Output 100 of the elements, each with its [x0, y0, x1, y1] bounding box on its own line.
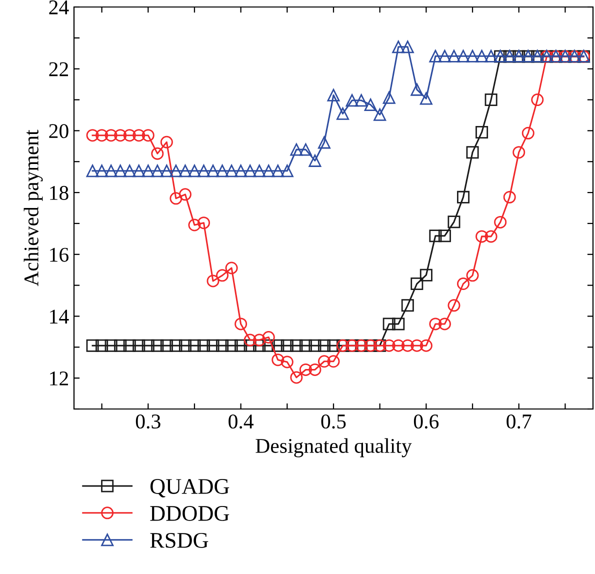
point: [96, 164, 108, 178]
point: [318, 339, 330, 352]
point: [476, 50, 488, 62]
point: [86, 129, 99, 142]
point: [96, 129, 108, 142]
point: [327, 88, 340, 102]
point: [438, 318, 451, 330]
point: [420, 92, 432, 105]
point: [160, 136, 173, 148]
point: [142, 164, 154, 178]
point: [318, 136, 330, 149]
y-axis-title: Achieved payment: [24, 130, 43, 286]
point: [457, 50, 470, 62]
point: [114, 339, 127, 352]
point: [225, 262, 238, 274]
point: [327, 355, 340, 368]
point: [160, 339, 173, 352]
point: [170, 192, 182, 205]
point: [531, 94, 544, 106]
y-tick-label: 18: [50, 186, 68, 200]
point: [448, 216, 460, 228]
point: [401, 40, 414, 54]
point: [170, 339, 182, 352]
point: [299, 143, 312, 156]
point: [308, 339, 322, 352]
y-tick-label: 22: [49, 62, 68, 76]
point: [429, 50, 442, 62]
point: [234, 164, 248, 178]
point: [86, 339, 99, 352]
point: [123, 339, 136, 352]
point: [308, 154, 322, 167]
point: [355, 94, 368, 107]
x-axis-title: Designated quality: [256, 438, 412, 458]
point: [178, 339, 192, 352]
point: [272, 354, 284, 366]
point: [336, 107, 350, 120]
point: [253, 164, 266, 178]
point: [420, 268, 432, 282]
point: [244, 339, 256, 352]
point: [290, 143, 303, 156]
x-tick-label: 0.6: [414, 414, 439, 429]
point: [262, 164, 275, 178]
point: [494, 216, 507, 228]
point: [225, 339, 238, 352]
point: [392, 339, 405, 352]
point: [429, 230, 442, 242]
point: [401, 299, 414, 312]
point: [476, 126, 488, 138]
point: [346, 94, 358, 107]
point: [290, 339, 303, 352]
legend-label: DDODG: [150, 506, 230, 521]
x-tick-label: 0.5: [321, 414, 346, 429]
point: [382, 339, 396, 352]
point: [206, 339, 220, 352]
point: [457, 278, 470, 290]
point: [457, 190, 470, 204]
point: [476, 230, 488, 243]
point: [392, 318, 405, 330]
point: [132, 129, 146, 142]
point: [188, 164, 201, 178]
point: [142, 339, 154, 352]
point: [253, 334, 266, 346]
point: [318, 355, 330, 368]
point: [198, 339, 210, 352]
point: [151, 147, 164, 160]
y-tick-label: 16: [50, 248, 69, 262]
point: [484, 230, 498, 243]
point: [522, 126, 534, 140]
point: [234, 318, 248, 330]
point: [216, 164, 229, 178]
point: [151, 164, 164, 178]
point: [327, 339, 340, 352]
point: [299, 339, 312, 352]
point: [410, 339, 424, 352]
point: [308, 363, 322, 376]
x-tick-label: 0.4: [228, 414, 254, 429]
point: [272, 339, 284, 352]
point: [299, 363, 312, 376]
point: [160, 164, 173, 178]
point: [438, 50, 451, 62]
point: [178, 164, 192, 178]
y-tick-label: 14: [50, 310, 69, 324]
point: [132, 339, 146, 352]
point: [114, 164, 127, 178]
point: [382, 318, 396, 330]
y-tick-label: 20: [49, 124, 68, 138]
point: [484, 94, 498, 106]
point: [104, 129, 118, 142]
point: [198, 164, 210, 178]
legend-label: QUADG: [150, 479, 230, 498]
point: [178, 188, 192, 201]
point: [448, 50, 460, 62]
point: [401, 339, 414, 352]
point: [466, 146, 479, 159]
point: [123, 129, 136, 142]
point: [392, 40, 405, 54]
point: [429, 318, 442, 330]
point: [410, 278, 424, 290]
point: [262, 331, 275, 344]
y-tick-label: 24: [49, 0, 69, 14]
